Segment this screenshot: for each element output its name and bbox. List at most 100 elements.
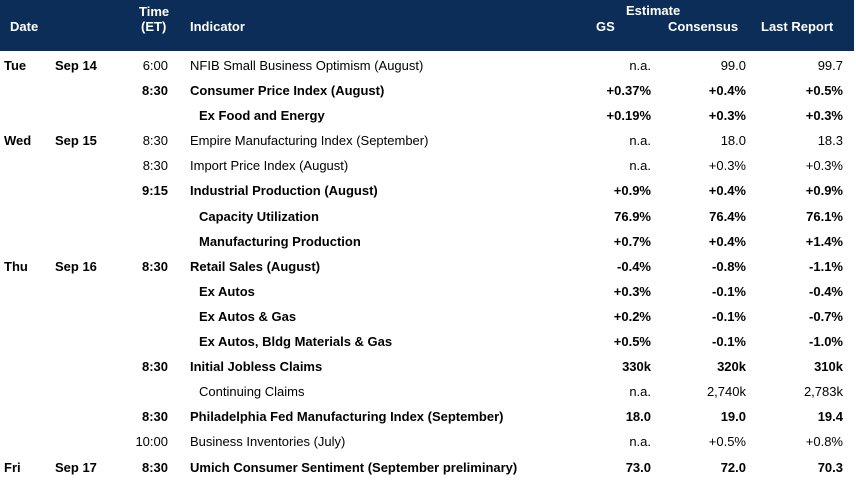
row-date: Sep 16 xyxy=(55,258,97,274)
table-row: 8:30 Philadelphia Fed Manufacturing Index… xyxy=(0,404,856,429)
row-consensus: +0.4% xyxy=(708,183,746,199)
row-date: Sep 17 xyxy=(55,459,97,475)
table-body: Tue Sep 14 6:00 NFIB Small Business Optimis… xyxy=(0,53,856,480)
row-gs-estimate: +0.7% xyxy=(613,233,651,249)
table-row: Ex Autos, Bldg Materials & Gas +0.5% -0.1%… xyxy=(0,329,856,354)
row-last-report: +0.5% xyxy=(805,83,843,99)
row-last-report: +0.9% xyxy=(805,183,843,199)
table-row: Ex Food and Energy +0.19% +0.3% +0.3% xyxy=(0,103,856,128)
row-gs-estimate: -0.4% xyxy=(617,258,651,274)
row-last-report: +0.3% xyxy=(805,158,843,174)
row-indicator: Consumer Price Index (August) xyxy=(190,83,385,99)
row-gs-estimate: +0.37% xyxy=(606,83,651,99)
table-header: Date Time (ET) Indicator Estimate GS Con… xyxy=(0,0,854,51)
row-gs-estimate: 76.9% xyxy=(614,208,651,224)
table-row: Thu Sep 16 8:30 Retail Sales (August) -0.4% -… xyxy=(0,254,856,279)
table-row: 8:30 Import Price Index (August) n.a. +0.3%… xyxy=(0,153,856,178)
table-row: Ex Autos +0.3% -0.1% -0.4% xyxy=(0,279,856,304)
table-row: Fri Sep 17 8:30 Umich Consumer Sentiment (S… xyxy=(0,455,856,480)
row-last-report: 19.4 xyxy=(817,409,843,425)
row-gs-estimate: n.a. xyxy=(629,58,651,73)
row-last-report: 2,783k xyxy=(803,384,843,400)
row-gs-estimate: n.a. xyxy=(629,434,651,450)
row-indicator: Initial Jobless Claims xyxy=(190,359,323,375)
row-consensus: 18.0 xyxy=(720,133,746,149)
row-consensus: +0.3% xyxy=(708,108,746,124)
row-indicator: Manufacturing Production xyxy=(199,233,361,249)
row-gs-estimate: +0.19% xyxy=(606,108,651,124)
row-last-report: 310k xyxy=(814,359,843,375)
row-indicator: Ex Food and Energy xyxy=(199,108,325,124)
header-time-line2: (ET) xyxy=(141,19,167,34)
row-consensus: 72.0 xyxy=(720,459,746,475)
row-day: Tue xyxy=(4,58,27,73)
row-time: 8:30 xyxy=(141,409,168,425)
row-time: 8:30 xyxy=(142,133,168,149)
header-estimate: Estimate xyxy=(626,3,681,18)
row-consensus: +0.4% xyxy=(708,83,746,99)
table-row: Continuing Claims n.a. 2,740k 2,783k xyxy=(0,379,856,404)
row-indicator: Ex Autos, Bldg Materials & Gas xyxy=(199,334,393,350)
row-consensus: -0.1% xyxy=(712,334,746,350)
row-consensus: 99.0 xyxy=(720,58,746,73)
row-gs-estimate: +0.9% xyxy=(613,183,651,199)
row-time: 10:00 xyxy=(135,434,168,450)
row-gs-estimate: +0.5% xyxy=(613,334,651,350)
row-time: 6:00 xyxy=(142,58,168,73)
row-indicator: Ex Autos & Gas xyxy=(199,308,297,324)
row-last-report: +0.8% xyxy=(805,434,843,450)
row-time: 8:30 xyxy=(141,359,168,375)
row-time: 8:30 xyxy=(141,258,168,274)
row-indicator: Capacity Utilization xyxy=(199,208,319,224)
header-indicator: Indicator xyxy=(190,19,245,34)
row-indicator: Business Inventories (July) xyxy=(190,434,346,450)
row-time: 9:15 xyxy=(141,183,168,199)
row-last-report: -1.1% xyxy=(809,258,843,274)
row-day: Fri xyxy=(4,459,21,475)
table-row: Manufacturing Production +0.7% +0.4% +1.4% xyxy=(0,229,856,254)
row-time: 8:30 xyxy=(141,459,168,475)
row-consensus: 320k xyxy=(717,359,746,375)
row-time: 8:30 xyxy=(141,83,168,99)
table-row: Tue Sep 14 6:00 NFIB Small Business Optimis… xyxy=(0,53,856,78)
row-indicator: Industrial Production (August) xyxy=(190,183,378,199)
row-indicator: Retail Sales (August) xyxy=(190,258,321,274)
header-consensus: Consensus xyxy=(668,19,739,34)
table-row: Wed Sep 15 8:30 Empire Manufacturing Index … xyxy=(0,128,856,153)
table-row: 8:30 Initial Jobless Claims 330k 320k 310k xyxy=(0,354,856,379)
row-indicator: Ex Autos xyxy=(199,283,255,299)
row-last-report: 76.1% xyxy=(806,208,843,224)
row-consensus: +0.4% xyxy=(708,233,746,249)
row-last-report: 70.3 xyxy=(817,459,843,475)
row-last-report: 99.7 xyxy=(817,58,843,73)
row-day: Wed xyxy=(4,133,32,149)
header-time-line1: Time xyxy=(139,4,170,19)
row-consensus: 2,740k xyxy=(706,384,746,400)
row-gs-estimate: +0.3% xyxy=(613,283,651,299)
row-last-report: +0.3% xyxy=(805,108,843,124)
row-last-report: 18.3 xyxy=(817,133,843,149)
row-date: Sep 15 xyxy=(55,133,97,149)
row-gs-estimate: 330k xyxy=(622,359,651,375)
row-last-report: -0.7% xyxy=(809,308,843,324)
row-gs-estimate: 73.0 xyxy=(625,459,651,475)
row-consensus: -0.8% xyxy=(712,258,746,274)
row-consensus: -0.1% xyxy=(712,308,746,324)
row-consensus: -0.1% xyxy=(712,283,746,299)
row-date: Sep 14 xyxy=(55,58,97,73)
row-consensus: +0.5% xyxy=(708,434,746,450)
row-gs-estimate: +0.2% xyxy=(613,308,651,324)
row-consensus: +0.3% xyxy=(708,158,746,174)
header-date: Date xyxy=(10,19,39,34)
row-indicator: Umich Consumer Sentiment (September prel… xyxy=(190,459,518,475)
row-gs-estimate: n.a. xyxy=(629,158,651,174)
row-last-report: -1.0% xyxy=(809,334,843,350)
row-indicator: Empire Manufacturing Index (September) xyxy=(190,133,429,149)
row-gs-estimate: n.a. xyxy=(629,384,651,400)
row-last-report: -0.4% xyxy=(809,283,843,299)
row-indicator: Philadelphia Fed Manufacturing Index (Se… xyxy=(190,409,504,425)
table-row: 9:15 Industrial Production (August) +0.9% +… xyxy=(0,178,856,203)
row-indicator: Import Price Index (August) xyxy=(190,158,349,174)
row-day: Thu xyxy=(4,258,28,274)
